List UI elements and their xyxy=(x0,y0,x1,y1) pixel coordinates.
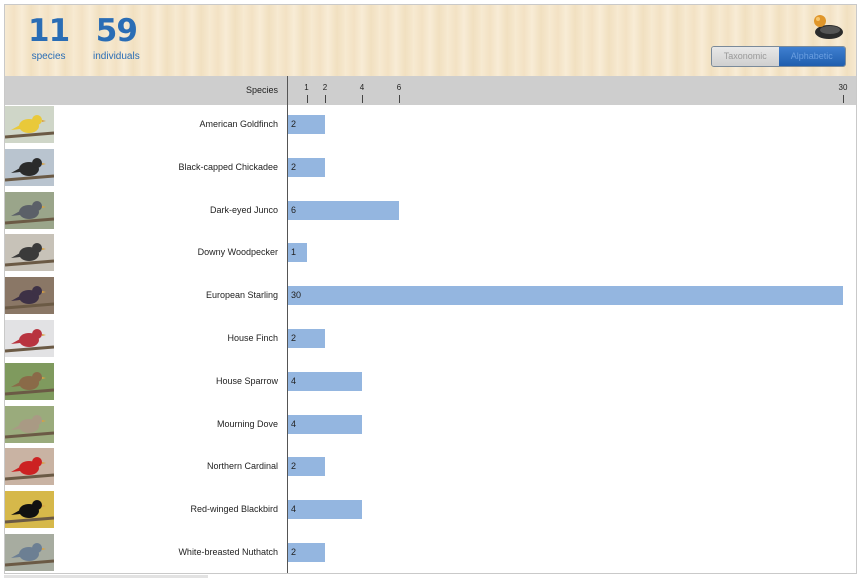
species-row[interactable]: Dark-eyed Junco 6 xyxy=(5,191,856,234)
count-label: 2 xyxy=(291,461,297,472)
count-label: 2 xyxy=(291,119,297,129)
axis-tick-label: 6 xyxy=(396,83,402,92)
species-name: European Starling xyxy=(205,290,278,301)
count-label: 4 xyxy=(291,418,297,429)
count-label: 1 xyxy=(291,247,297,258)
axis-tick-mark xyxy=(843,95,844,103)
species-name: House Finch xyxy=(227,333,278,343)
blackbird-photo[interactable] xyxy=(5,491,55,529)
count-bar[interactable]: 4 xyxy=(288,500,362,520)
count-bar[interactable]: 2 xyxy=(288,329,325,348)
axis-tick-mark xyxy=(306,95,308,103)
axis-tick-mark xyxy=(362,95,363,103)
individuals-count: 59 xyxy=(95,13,138,49)
nuthatch-photo[interactable] xyxy=(5,534,55,571)
bird-count-panel: 11 species 59 individuals Taxonomic Alph… xyxy=(4,4,857,574)
bird-logo-icon xyxy=(814,15,843,39)
count-bar[interactable]: 2 xyxy=(288,543,325,562)
column-header: Species xyxy=(5,76,856,105)
finch-photo[interactable] xyxy=(5,320,55,357)
count-label: 6 xyxy=(291,204,297,215)
count-label: 4 xyxy=(291,375,297,386)
goldfinch-photo[interactable] xyxy=(5,106,55,143)
species-column-label[interactable]: Species xyxy=(245,85,278,95)
species-row[interactable]: Northern Cardinal 2 xyxy=(5,448,856,490)
count-bar[interactable]: 2 xyxy=(288,115,325,134)
species-name: Northern Cardinal xyxy=(206,461,278,472)
axis-tick-label: 1 xyxy=(304,83,309,92)
count-bar[interactable]: 1 xyxy=(288,243,307,263)
species-name: Dark-eyed Junco xyxy=(209,204,278,215)
species-label: species xyxy=(31,51,66,62)
sparrow-photo[interactable] xyxy=(5,362,55,400)
count-bar[interactable]: 2 xyxy=(288,457,325,477)
axis-tick-label: 4 xyxy=(359,83,365,92)
species-row[interactable]: House Finch 2 xyxy=(5,320,856,362)
axis-tick-mark xyxy=(325,95,326,103)
species-row[interactable]: Black-capped Chickadee 2 xyxy=(5,148,856,191)
horizontal-scrollbar[interactable] xyxy=(4,575,208,578)
count-bar[interactable]: 6 xyxy=(288,200,399,220)
dove-photo[interactable] xyxy=(5,405,55,443)
count-label: 30 xyxy=(291,290,302,301)
axis-tick-label: 30 xyxy=(838,83,848,92)
species-name: House Sparrow xyxy=(215,375,278,386)
axis-tick-label: 2 xyxy=(322,83,328,92)
summary-header: 11 species 59 individuals Taxonomic Alph… xyxy=(5,5,856,76)
individuals-stat: 59 individuals xyxy=(93,13,140,62)
taxonomic-toggle-button[interactable]: Taxonomic xyxy=(712,47,779,66)
species-row[interactable]: Red-winged Blackbird 4 xyxy=(5,491,856,533)
axis-line xyxy=(287,76,288,573)
species-count: 11 xyxy=(28,13,70,49)
chickadee-photo[interactable] xyxy=(5,148,55,186)
alphabetic-toggle-button[interactable]: Alphabetic xyxy=(778,47,845,66)
species-name: White-breasted Nuthatch xyxy=(178,547,278,557)
count-label: 2 xyxy=(291,333,297,343)
species-name: Mourning Dove xyxy=(216,418,278,429)
species-stat: 11 species xyxy=(28,13,70,62)
junco-photo[interactable] xyxy=(5,191,55,229)
species-name: American Goldfinch xyxy=(199,119,278,129)
species-name: Black-capped Chickadee xyxy=(178,161,278,172)
axis-tick-mark xyxy=(399,95,400,103)
sort-toggle: Taxonomic Alphabetic xyxy=(711,46,846,67)
cardinal-photo[interactable] xyxy=(5,448,55,486)
species-row[interactable]: Downy Woodpecker 1 xyxy=(5,234,856,276)
individuals-label: individuals xyxy=(93,51,140,62)
count-bar[interactable]: 2 xyxy=(288,157,325,177)
species-row[interactable]: European Starling 30 xyxy=(5,277,856,319)
count-bar[interactable]: 4 xyxy=(288,414,362,434)
species-row[interactable]: Mourning Dove 4 xyxy=(5,405,856,448)
count-label: 2 xyxy=(291,547,297,557)
woodpecker-photo[interactable] xyxy=(5,234,55,272)
species-row[interactable]: White-breasted Nuthatch 2 xyxy=(5,534,856,573)
count-bar[interactable]: 4 xyxy=(288,371,362,391)
count-bar[interactable]: 30 xyxy=(288,286,843,306)
species-name: Red-winged Blackbird xyxy=(190,504,278,515)
species-name: Downy Woodpecker xyxy=(197,247,278,258)
starling-photo[interactable] xyxy=(5,277,55,315)
species-row[interactable]: American Goldfinch 2 xyxy=(5,106,856,148)
count-label: 4 xyxy=(291,504,297,515)
count-label: 2 xyxy=(291,161,297,172)
species-row[interactable]: House Sparrow 4 xyxy=(5,362,856,405)
